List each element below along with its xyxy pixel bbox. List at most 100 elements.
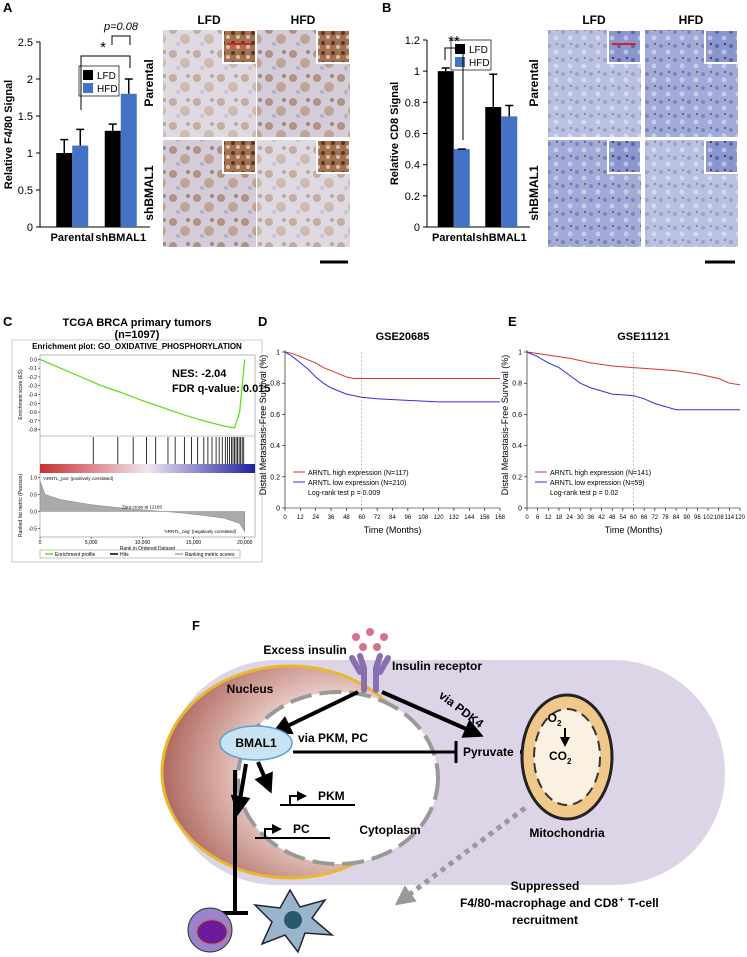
x-tick-label: 18: [556, 515, 563, 521]
arrow: [271, 690, 359, 735]
label: +: [619, 895, 624, 904]
y-tick-label: 1.2: [405, 35, 420, 47]
x-tick-label: shBMAL1: [95, 232, 146, 244]
micrograph-inset: [704, 139, 739, 174]
y-tick-label: 0.8: [405, 97, 420, 109]
panel-label: B: [382, 0, 391, 15]
x-tick-label: 36: [588, 515, 595, 521]
label: PC: [293, 822, 310, 836]
x-tick-label: Parental: [432, 232, 475, 244]
panel-label: E: [508, 314, 517, 329]
y-axis-label: Relative F4/80 Signal: [3, 80, 15, 189]
x-tick-label: 96: [405, 515, 412, 521]
x-tick-label: 66: [641, 515, 648, 521]
diagram: Excess insulin Insulin receptor via PDK4…: [160, 628, 725, 954]
legend-swatch: [83, 70, 93, 80]
significance-bracket: [444, 47, 464, 140]
y-tick-label: -0.2: [28, 375, 37, 381]
label: 2: [557, 719, 562, 728]
legend-label: Enrichment profile: [55, 552, 96, 558]
micrograph-inset: [222, 139, 257, 174]
x-tick-label: Parental: [51, 232, 94, 244]
x-axis-label: Rank in Ordered Dataset: [120, 546, 176, 552]
x-tick-label: 84: [389, 515, 396, 521]
bar: [104, 130, 121, 227]
x-tick-label: 12: [297, 515, 304, 521]
bar: [437, 71, 454, 228]
y-tick-label: 0: [518, 506, 522, 513]
x-tick-label: 0: [525, 515, 529, 521]
y-tick-label: 2: [27, 74, 33, 86]
legend-label: HFD: [469, 58, 490, 69]
statistic: FDR q-value: 0.015: [172, 383, 270, 395]
legend-box: [78, 65, 120, 97]
error-bar: [124, 78, 133, 94]
x-tick-label: 54: [620, 515, 627, 521]
y-tick-label: 1: [414, 66, 420, 78]
y-tick-label: 0.5: [30, 492, 37, 498]
y-axis-label: Distal Metastasis-Free Survival (%): [258, 355, 268, 496]
x-tick-label: 144: [464, 515, 475, 521]
image-row-label: Parental: [527, 59, 541, 106]
plot-title: Enrichment plot: GO_OXIDATIVE_PHOSPHORYL…: [32, 342, 242, 351]
label: BMAL1: [235, 736, 277, 750]
y-tick-label: 0.2: [405, 191, 420, 203]
x-tick-label: 120: [735, 515, 746, 521]
image-column-label: LFD: [582, 13, 606, 27]
gsea-frame: [11, 339, 263, 563]
x-tick-label: 24: [566, 515, 573, 521]
y-tick-label: -0.5: [28, 401, 37, 407]
insulin: [352, 628, 388, 651]
label: Nucleus: [227, 682, 274, 696]
panel-label: F: [192, 618, 200, 633]
gene: [280, 796, 355, 806]
x-tick-label: 78: [662, 515, 669, 521]
y-tick-label: -0.7: [28, 419, 37, 425]
image-column-label: HFD: [291, 13, 316, 27]
legend-swatch: [83, 83, 93, 93]
x-tick-label: 0: [39, 540, 42, 546]
image-column-label: LFD: [197, 13, 221, 27]
label: F4/80-macrophage and CD8: [460, 896, 618, 910]
y-tick-label: 0.4: [270, 443, 280, 450]
x-tick-label: 90: [683, 515, 690, 521]
enrichment-line: [39, 358, 246, 429]
significance-bracket: [80, 55, 131, 110]
survival-curve: [526, 351, 740, 411]
legend-label: ARNTL low expression (N=59): [550, 480, 644, 487]
x-tick-label: 0: [283, 515, 287, 521]
significance-label: **: [448, 33, 460, 50]
x-tick-label: 60: [630, 515, 637, 521]
x-tick-label: 12: [545, 515, 552, 521]
label: T-cell: [625, 896, 659, 910]
legend-label: Hits: [120, 552, 129, 558]
y-tick-label: 0.6: [512, 412, 522, 419]
error-bar: [441, 67, 450, 72]
significance-label: p=0.08: [103, 21, 139, 33]
y-tick-label: 1: [518, 350, 522, 357]
error-bar: [76, 128, 85, 146]
survival-curve: [284, 351, 500, 403]
gene: [255, 829, 330, 839]
y-tick-label: 1: [276, 350, 280, 357]
x-axis-label: Time (Months): [364, 525, 422, 535]
x-tick-label: 84: [673, 515, 680, 521]
x-tick-label: 48: [609, 515, 616, 521]
arrow: [381, 690, 484, 738]
survival-curve: [526, 351, 741, 386]
y-tick-label: 0.2: [270, 474, 280, 481]
cristae: [533, 708, 601, 806]
legend-label: ARNTL high expression (N=141): [550, 470, 651, 477]
image-column-label: HFD: [679, 13, 704, 27]
y-tick-label: 0.5: [18, 185, 33, 197]
y-axis-label: Ranked list metric (Pearson): [18, 474, 24, 537]
image-row-label: Parental: [142, 59, 156, 106]
x-tick-label: 15,000: [186, 540, 202, 546]
x-tick-label: 10,000: [135, 540, 151, 546]
y-tick-label: 1.0: [30, 475, 37, 481]
bar: [501, 116, 518, 227]
cell-nucleus: [196, 919, 228, 945]
micrograph-inset: [607, 139, 642, 174]
legend-swatch: [455, 44, 465, 54]
